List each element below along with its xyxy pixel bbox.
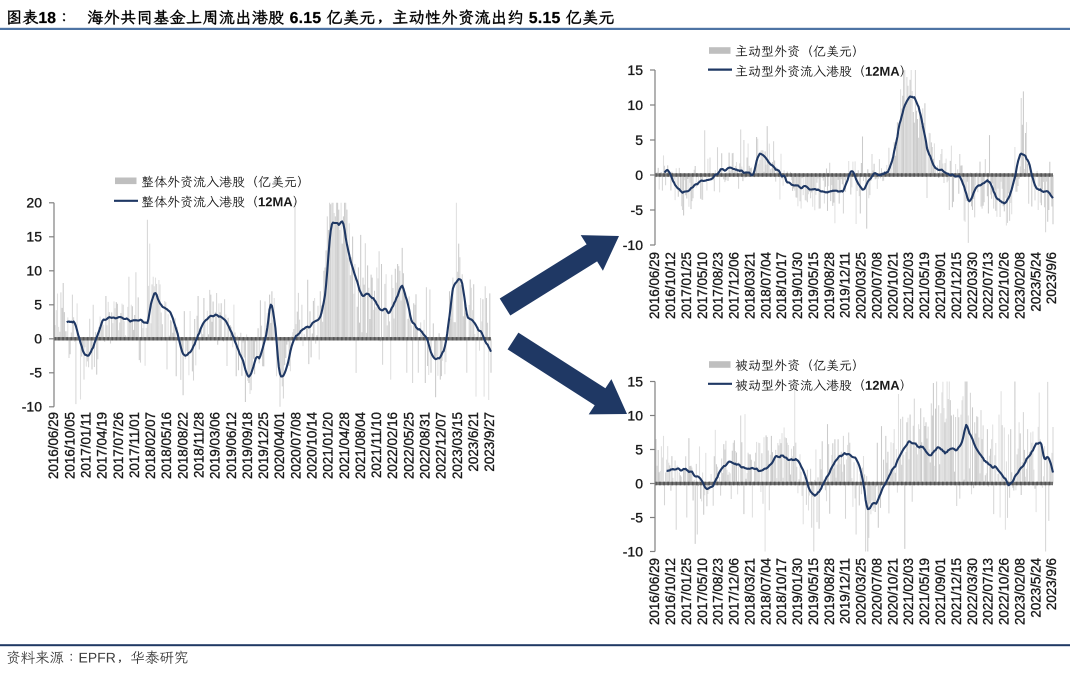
svg-text:2016/10/12: 2016/10/12 [663,558,678,625]
svg-text:5: 5 [34,297,42,313]
svg-text:2017/08/23: 2017/08/23 [711,558,726,625]
svg-text:2018/02/07: 2018/02/07 [143,412,158,479]
svg-text:2019/03/06: 2019/03/06 [208,412,223,479]
svg-text:2021/04/28: 2021/04/28 [337,412,352,479]
svg-text:10: 10 [627,407,643,423]
svg-text:15: 15 [26,229,42,245]
svg-text:2023/02/08: 2023/02/08 [1012,558,1027,625]
svg-text:-10: -10 [22,399,42,415]
svg-text:-5: -5 [631,202,644,218]
svg-text:2017/12/06: 2017/12/06 [727,252,742,319]
svg-text:2023/6/21: 2023/6/21 [466,412,481,472]
svg-text:2021/02/03: 2021/02/03 [901,558,916,625]
svg-text:2021/09/01: 2021/09/01 [933,252,948,319]
svg-text:2019/12/11: 2019/12/11 [838,558,853,624]
svg-text:2019/01/30: 2019/01/30 [790,558,805,625]
svg-text:2019/01/30: 2019/01/30 [790,252,805,319]
svg-text:-5: -5 [30,365,43,381]
svg-text:2018/10/17: 2018/10/17 [774,252,789,319]
svg-text:2020/07/08: 2020/07/08 [288,412,303,479]
svg-text:2023/9/27: 2023/9/27 [482,412,497,472]
svg-text:2023/5/24: 2023/5/24 [1028,251,1043,311]
svg-text:2018/07/04: 2018/07/04 [758,557,773,625]
svg-text:2023/9/6: 2023/9/6 [1044,558,1059,610]
svg-text:2022/03/30: 2022/03/30 [965,252,980,319]
svg-text:2022/07/13: 2022/07/13 [981,252,996,319]
svg-text:10: 10 [26,263,42,279]
svg-text:2022/05/25: 2022/05/25 [401,412,416,479]
svg-text:2018/11/28: 2018/11/28 [192,412,207,478]
svg-text:2021/08/04: 2021/08/04 [353,411,368,479]
svg-text:15: 15 [627,62,643,78]
svg-text:2016/06/29: 2016/06/29 [647,558,662,625]
svg-text:0: 0 [34,331,42,347]
svg-text:2019/05/15: 2019/05/15 [806,558,821,625]
svg-text:2022/08/31: 2022/08/31 [418,412,433,479]
svg-text:2017/12/06: 2017/12/06 [727,558,742,625]
svg-text:2021/05/19: 2021/05/19 [917,558,932,625]
svg-text:2021/12/15: 2021/12/15 [949,558,964,625]
svg-text:-10: -10 [623,543,643,559]
svg-text:2019/09/18: 2019/09/18 [240,412,255,479]
svg-text:2018/07/04: 2018/07/04 [758,251,773,319]
svg-text:2020/07/08: 2020/07/08 [870,252,885,319]
svg-text:2021/09/01: 2021/09/01 [933,558,948,625]
svg-text:2020/10/14: 2020/10/14 [305,411,320,479]
svg-text:-5: -5 [631,509,644,525]
svg-text:2023/03/15: 2023/03/15 [450,412,465,479]
svg-text:15: 15 [627,373,643,389]
svg-text:2016/06/29: 2016/06/29 [647,252,662,319]
svg-text:5: 5 [635,441,643,457]
svg-text:2016/10/05: 2016/10/05 [62,412,77,479]
svg-text:2022/07/13: 2022/07/13 [981,558,996,625]
svg-text:2018/03/21: 2018/03/21 [743,558,758,625]
svg-text:2022/03/30: 2022/03/30 [965,558,980,625]
svg-text:2021/12/15: 2021/12/15 [949,252,964,319]
svg-text:2022/10/26: 2022/10/26 [997,558,1012,625]
svg-text:0: 0 [635,475,643,491]
svg-text:2020/03/25: 2020/03/25 [854,558,869,625]
svg-text:2019/05/15: 2019/05/15 [806,252,821,319]
svg-text:2017/01/11: 2017/01/11 [79,412,94,478]
svg-text:2018/10/17: 2018/10/17 [774,558,789,625]
svg-text:2020/07/08: 2020/07/08 [870,558,885,625]
svg-text:2019/06/12: 2019/06/12 [224,412,239,479]
svg-text:2022/02/16: 2022/02/16 [385,412,400,479]
svg-text:0: 0 [635,167,643,183]
svg-text:2020/10/21: 2020/10/21 [885,252,900,319]
svg-text:2021/01/20: 2021/01/20 [321,412,336,479]
svg-text:2022/10/26: 2022/10/26 [997,252,1012,319]
svg-text:2021/11/10: 2021/11/10 [369,412,384,478]
svg-text:2017/07/26: 2017/07/26 [111,412,126,479]
svg-text:2019/08/28: 2019/08/28 [822,558,837,625]
svg-text:2020/04/01: 2020/04/01 [272,412,287,479]
svg-text:2023/02/08: 2023/02/08 [1012,252,1027,319]
svg-text:2017/05/10: 2017/05/10 [695,252,710,319]
svg-text:2018/08/22: 2018/08/22 [175,412,190,479]
svg-text:2023/9/6: 2023/9/6 [1044,252,1059,304]
svg-text:2019/08/28: 2019/08/28 [822,252,837,319]
svg-text:2021/02/03: 2021/02/03 [901,252,916,319]
svg-text:10: 10 [627,97,643,113]
svg-text:2019/12/11: 2019/12/11 [838,252,853,318]
svg-text:2023/5/24: 2023/5/24 [1028,557,1043,617]
svg-text:2021/05/19: 2021/05/19 [917,252,932,319]
svg-text:2018/05/16: 2018/05/16 [159,412,174,479]
svg-text:2020/10/21: 2020/10/21 [885,558,900,625]
svg-text:20: 20 [26,195,42,211]
svg-text:2017/11/01: 2017/11/01 [127,412,142,478]
svg-text:2017/08/23: 2017/08/23 [711,252,726,319]
svg-text:2017/04/19: 2017/04/19 [95,412,110,479]
svg-text:2017/01/25: 2017/01/25 [679,252,694,319]
svg-text:2017/05/10: 2017/05/10 [695,558,710,625]
svg-text:2019/12/25: 2019/12/25 [256,412,271,479]
svg-text:2022/12/07: 2022/12/07 [434,412,449,479]
svg-text:2016/06/29: 2016/06/29 [46,412,61,479]
svg-text:2016/10/12: 2016/10/12 [663,252,678,319]
svg-text:-10: -10 [623,237,643,253]
svg-text:2018/03/21: 2018/03/21 [743,252,758,319]
svg-text:2017/01/25: 2017/01/25 [679,558,694,625]
svg-text:5: 5 [635,132,643,148]
svg-text:2020/03/25: 2020/03/25 [854,252,869,319]
